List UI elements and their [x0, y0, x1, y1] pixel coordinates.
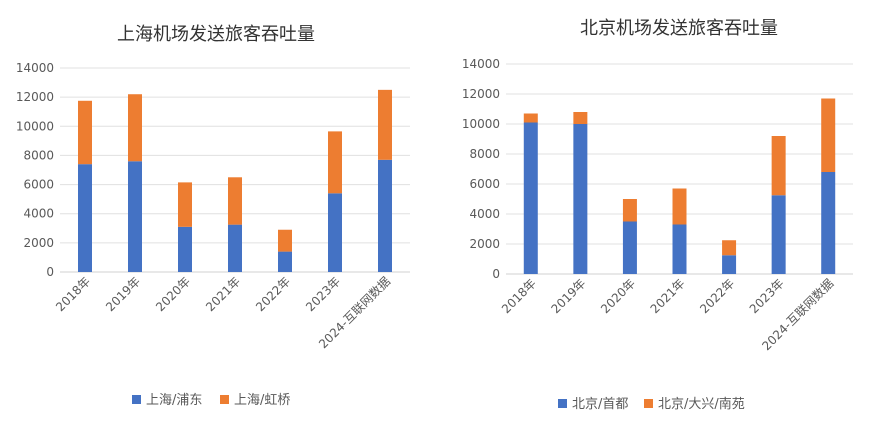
- x-tick-label: 2020年: [598, 276, 638, 316]
- x-tick-label: 2022年: [253, 274, 293, 314]
- bar-segment: [178, 182, 192, 227]
- bar-segment: [771, 136, 786, 196]
- y-tick-label: 0: [46, 265, 54, 279]
- legend-label-0: 上海/浦东: [146, 393, 202, 408]
- y-tick-label: 2000: [469, 237, 500, 251]
- bar-segment: [228, 177, 242, 225]
- legend-label-1: 上海/虹桥: [234, 393, 290, 408]
- chart-shanghai: 上海机场发送旅客吞吐量 0 2000 4000 6000 8000 10000 12000 1…: [16, 24, 410, 408]
- bar-segment: [722, 240, 737, 256]
- y-tick-label: 14000: [16, 61, 54, 75]
- y-tick-label: 10000: [16, 119, 54, 133]
- x-tick-label: 2023年: [747, 276, 787, 316]
- y-tick-label: 0: [492, 267, 500, 281]
- y-tick-label: 14000: [462, 57, 500, 71]
- bar-segment: [228, 224, 242, 272]
- bar-segment: [672, 188, 687, 225]
- bar-segment: [178, 226, 192, 272]
- y-tick-label: 10000: [462, 117, 500, 131]
- y-tick-label: 6000: [469, 177, 500, 191]
- bar-segment: [328, 131, 342, 194]
- legend-swatch-0: [132, 395, 141, 404]
- chart-title: 上海机场发送旅客吞吐量: [117, 24, 315, 45]
- legend-swatch-1: [644, 399, 653, 408]
- bar-segment: [128, 161, 142, 272]
- y-tick-label: 8000: [23, 148, 54, 162]
- bar-segment: [771, 195, 786, 274]
- bar-segment: [622, 199, 637, 222]
- bar-segment: [378, 159, 392, 272]
- bar-segment: [821, 172, 836, 274]
- y-axis-ticks: 0 2000 4000 6000 8000 10000 12000 14000: [16, 61, 54, 279]
- legend-label-1: 北京/大兴/南苑: [658, 396, 745, 412]
- y-tick-label: 4000: [469, 207, 500, 221]
- bar-segment: [722, 255, 737, 274]
- y-axis-ticks: 0 2000 4000 6000 8000 10000 12000 14000: [462, 57, 500, 281]
- bar-segment: [328, 193, 342, 272]
- chart-title: 北京机场发送旅客吞吐量: [580, 18, 778, 39]
- bar-segment: [78, 100, 92, 165]
- bar-segment: [821, 98, 836, 172]
- x-tick-label: 2022年: [697, 276, 737, 316]
- bar-segment: [573, 124, 588, 274]
- chart-beijing: 北京机场发送旅客吞吐量 0 2000 4000 6000 8000 10000 12000 1…: [462, 18, 853, 412]
- x-tick-label: 2023年: [303, 274, 343, 314]
- legend-swatch-1: [220, 395, 229, 404]
- bar-segment: [573, 112, 588, 124]
- bar-segment: [278, 251, 292, 272]
- bar-segment: [622, 221, 637, 274]
- x-tick-label: 2020年: [153, 274, 193, 314]
- bar-segment: [378, 89, 392, 160]
- x-tick-label: 2021年: [648, 276, 688, 316]
- x-tick-label: 2019年: [103, 274, 143, 314]
- legend-label-0: 北京/首都: [572, 397, 628, 412]
- bar-segment: [523, 122, 538, 274]
- y-tick-label: 12000: [462, 87, 500, 101]
- x-tick-label: 2019年: [548, 276, 588, 316]
- bars: [78, 89, 392, 272]
- legend: 北京/首都 北京/大兴/南苑: [558, 396, 745, 412]
- y-tick-label: 6000: [23, 178, 54, 192]
- x-tick-label: 2018年: [499, 276, 539, 316]
- bar-segment: [128, 94, 142, 162]
- bar-segment: [523, 113, 538, 123]
- y-tick-label: 2000: [23, 236, 54, 250]
- y-tick-label: 8000: [469, 147, 500, 161]
- bar-segment: [278, 229, 292, 252]
- x-tick-label: 2018年: [53, 274, 93, 314]
- bars: [523, 98, 836, 274]
- legend-swatch-0: [558, 399, 567, 408]
- bar-segment: [672, 224, 687, 274]
- legend: 上海/浦东 上海/虹桥: [132, 393, 290, 408]
- y-tick-label: 12000: [16, 90, 54, 104]
- y-tick-label: 4000: [23, 207, 54, 221]
- bar-segment: [78, 164, 92, 272]
- x-tick-label: 2021年: [203, 274, 243, 314]
